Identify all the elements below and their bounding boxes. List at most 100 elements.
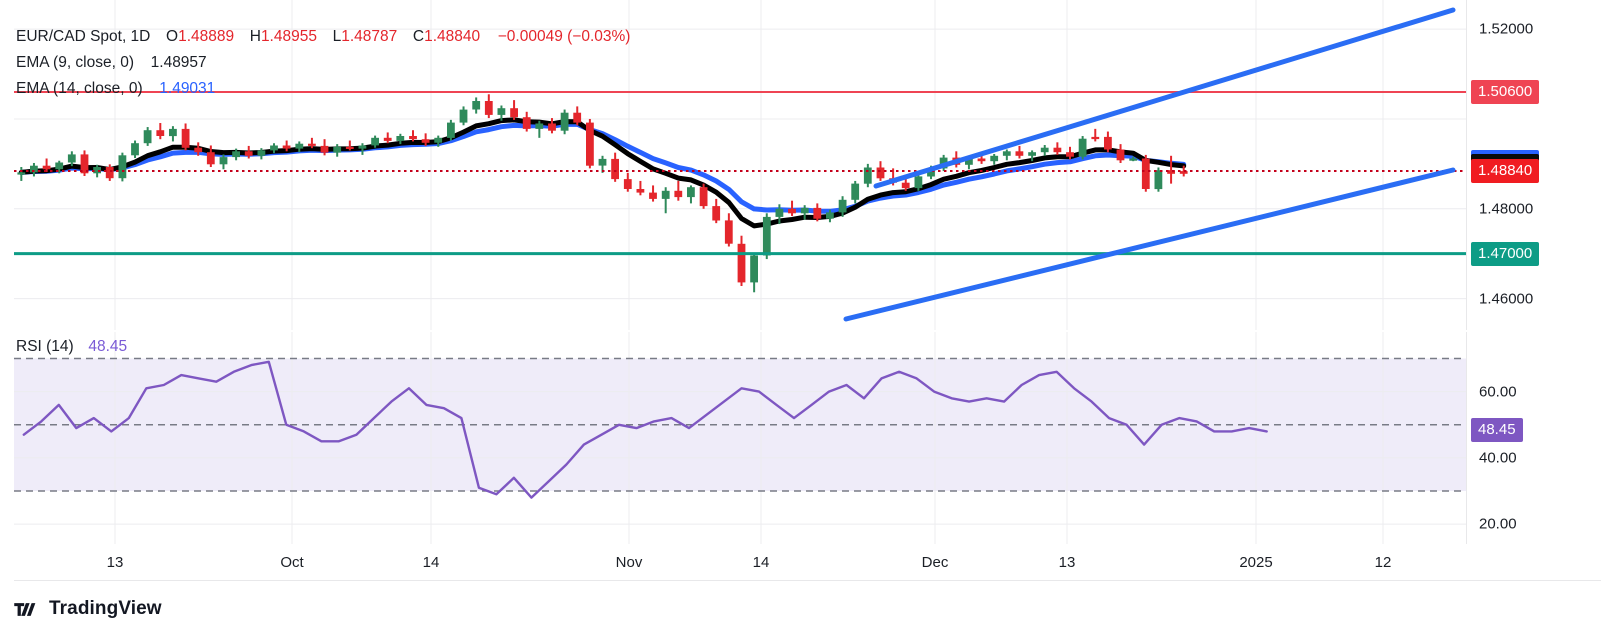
candle-body (661, 190, 670, 199)
rsi-legend[interactable]: RSI (14) 48.45 (16, 338, 127, 356)
candle-body (219, 157, 228, 165)
candle-body (636, 189, 645, 193)
footer: TradingView (0, 580, 1601, 644)
candle-body (649, 192, 657, 199)
candle-body (447, 122, 455, 138)
candle-body (459, 109, 468, 123)
price-scale-divider (1466, 0, 1467, 330)
candle-body (409, 136, 417, 140)
candle-body (358, 145, 367, 149)
candle-body (497, 108, 506, 115)
price-scale[interactable]: 1.520001.480001.460001.506001.490311.489… (1467, 0, 1601, 330)
price-badge[interactable]: 1.48840 (1471, 159, 1540, 184)
candle-body (838, 199, 847, 213)
candle-body (42, 165, 51, 170)
candle-body (232, 151, 240, 158)
candlestick-series (17, 94, 1188, 293)
price-tick-label: 1.52000 (1479, 20, 1534, 38)
candle-body (194, 147, 203, 153)
candle-body (1116, 149, 1125, 161)
candle-body (282, 145, 291, 149)
rsi-badge[interactable]: 48.45 (1471, 417, 1523, 442)
candle-body (383, 137, 392, 141)
price-tick-label: 1.46000 (1479, 290, 1534, 308)
candle-body (270, 145, 278, 151)
candle-body (295, 143, 304, 149)
candle-body (181, 128, 190, 148)
time-tick-label: Dec (921, 554, 949, 571)
candle-body (93, 167, 101, 174)
time-tick-label: Oct (280, 554, 304, 571)
price-plot-area[interactable] (14, 0, 1467, 330)
rsi-tick-label: 60.00 (1479, 383, 1517, 401)
candle-body (308, 143, 316, 146)
time-tick-label: Nov (615, 554, 643, 571)
candle-body (548, 123, 556, 131)
candle-body (472, 101, 481, 110)
candle-body (901, 182, 910, 189)
candle-body (977, 158, 986, 162)
candle-body (105, 167, 114, 179)
rsi-scale[interactable]: 60.00 40.00 20.00 48.45 (1467, 332, 1601, 544)
candle-body (169, 128, 177, 137)
candle-body (434, 137, 443, 143)
candle-body (1091, 136, 1100, 140)
candle-body (1040, 147, 1049, 153)
candle-body (1078, 138, 1087, 157)
candle-body (965, 158, 973, 165)
candle-body (800, 207, 809, 214)
trendline-lower-channel[interactable] (843, 167, 1456, 322)
price-badge[interactable]: 1.50600 (1471, 80, 1540, 105)
candle-body (927, 168, 935, 177)
candle-body (586, 122, 594, 166)
candle-body (775, 208, 784, 217)
candle-body (674, 190, 683, 198)
candle-body (396, 136, 405, 141)
footer-divider (14, 580, 1601, 581)
candle-body (1141, 158, 1150, 189)
rsi-tick-label: 20.00 (1479, 515, 1517, 533)
candle-body (118, 155, 127, 179)
candle-body (17, 172, 26, 175)
candle-body (573, 112, 582, 123)
price-canvas (14, 0, 1467, 330)
candle-body (1053, 147, 1062, 153)
candle-body (535, 123, 544, 129)
rsi-legend-value: 48.45 (88, 338, 128, 355)
trendline-upper-channel[interactable] (873, 7, 1456, 189)
candle-body (750, 255, 758, 283)
time-axis[interactable]: 13 Oct 14 Nov 14 Dec 13 2025 12 (0, 545, 1601, 579)
ema9-line (18, 117, 1187, 229)
candle-body (345, 146, 354, 149)
candle-body (80, 154, 89, 174)
tradingview-logo-icon (14, 602, 36, 616)
price-badge[interactable]: 1.47000 (1471, 241, 1540, 266)
candle-body (737, 243, 746, 283)
rsi-scale-divider (1466, 332, 1467, 544)
candle-body (611, 158, 619, 180)
rsi-plot-area[interactable] (14, 332, 1467, 544)
candle-body (598, 158, 607, 166)
candle-body (863, 167, 872, 184)
candle-body (143, 130, 152, 144)
rsi-pane: 60.00 40.00 20.00 48.45 RSI (14) 48.45 (0, 332, 1601, 544)
candle-body (687, 187, 695, 198)
candle-body (876, 167, 885, 179)
tradingview-brand[interactable]: TradingView (14, 598, 162, 620)
rsi-canvas (14, 332, 1467, 544)
candle-body (333, 146, 342, 153)
time-tick-label: 13 (106, 554, 124, 571)
candle-body (813, 207, 822, 219)
candle-body (990, 155, 999, 162)
candle-body (55, 162, 64, 170)
tradingview-wordmark: TradingView (49, 598, 162, 619)
time-tick-label: 13 (1058, 554, 1076, 571)
candle-body (1028, 152, 1036, 156)
time-tick-label: 14 (422, 554, 440, 571)
candle-body (623, 179, 632, 189)
candle-body (320, 145, 329, 153)
candle-body (560, 112, 569, 131)
rsi-legend-name: RSI (14) (16, 338, 74, 355)
candle-body (762, 216, 771, 256)
